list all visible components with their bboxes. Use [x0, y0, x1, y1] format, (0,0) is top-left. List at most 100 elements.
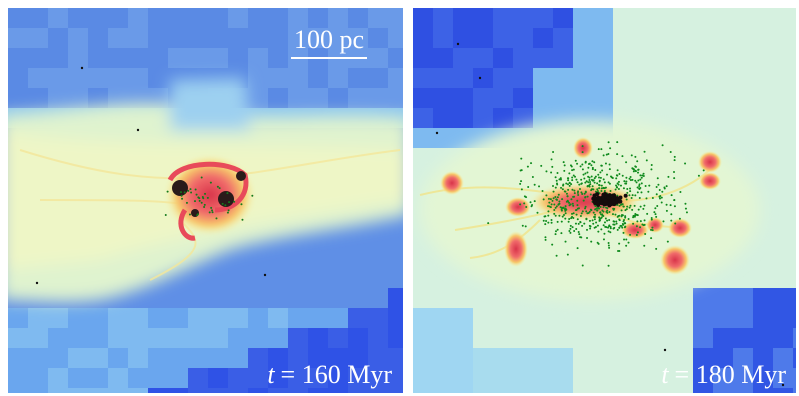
- pixel: [433, 348, 453, 368]
- pixel: [208, 308, 228, 328]
- particle: [684, 207, 687, 210]
- particle: [555, 254, 558, 257]
- particle: [606, 219, 609, 222]
- particle: [576, 204, 579, 207]
- particle: [547, 197, 550, 200]
- particle: [478, 76, 482, 80]
- particle: [590, 189, 593, 192]
- pixel: [88, 88, 108, 108]
- particle: [600, 187, 603, 190]
- particle: [568, 172, 571, 175]
- particle: [615, 220, 618, 223]
- particle: [523, 202, 526, 205]
- pixel: [148, 348, 168, 368]
- pixel: [513, 88, 533, 108]
- particle: [590, 164, 593, 167]
- particle: [580, 182, 583, 185]
- particle: [574, 222, 577, 225]
- particle: [659, 194, 662, 197]
- pixel: [88, 8, 108, 28]
- particle: [625, 180, 628, 183]
- particle: [35, 281, 39, 285]
- pixel: [8, 388, 28, 393]
- pixel: [48, 88, 68, 108]
- particle: [190, 191, 193, 194]
- particle: [625, 176, 628, 179]
- pixel: [388, 328, 403, 348]
- pixel: [773, 368, 793, 388]
- pixel: [348, 28, 368, 48]
- particle: [487, 222, 490, 225]
- particle: [781, 383, 785, 387]
- particle: [562, 183, 565, 186]
- particle: [567, 220, 570, 223]
- particle: [574, 159, 577, 162]
- pixel: [553, 388, 573, 393]
- pixel: [28, 8, 48, 28]
- pixel: [693, 348, 713, 368]
- pixel: [308, 308, 328, 328]
- particle: [590, 240, 593, 243]
- pixel: [733, 288, 753, 308]
- clumps: [440, 137, 722, 275]
- particle: [629, 176, 632, 179]
- pixel: [368, 28, 388, 48]
- pixel: [473, 348, 493, 368]
- pixel: [308, 388, 328, 393]
- particle: [639, 174, 642, 177]
- pixel: [388, 48, 403, 68]
- particle: [584, 205, 587, 208]
- particle: [573, 192, 576, 195]
- particle: [577, 207, 580, 210]
- particle: [206, 196, 209, 199]
- particle: [194, 188, 197, 191]
- pixel: [433, 368, 453, 388]
- particle: [608, 168, 611, 171]
- particle: [638, 187, 641, 190]
- particle: [600, 228, 603, 231]
- particle: [616, 169, 619, 172]
- particle: [435, 131, 439, 135]
- pixel: [88, 348, 108, 368]
- particle: [200, 201, 203, 204]
- particle: [603, 198, 608, 203]
- particle: [651, 229, 654, 232]
- pixel: [48, 48, 68, 68]
- particle: [594, 213, 597, 216]
- particle: [611, 193, 616, 198]
- particle: [656, 205, 659, 208]
- pixel: [68, 348, 88, 368]
- pixel: [128, 28, 148, 48]
- particle: [598, 219, 601, 222]
- particle: [590, 175, 593, 178]
- pixel: [248, 328, 268, 348]
- time-text: = 180 Myr: [675, 360, 787, 389]
- particle: [589, 225, 592, 228]
- particle: [604, 217, 607, 220]
- pixel: [108, 28, 128, 48]
- particle: [586, 195, 589, 198]
- pixel: [348, 348, 368, 368]
- particle: [636, 220, 639, 223]
- particle: [568, 218, 571, 221]
- particle: [556, 183, 559, 186]
- pixel: [513, 28, 533, 48]
- pixel: [413, 68, 433, 88]
- particle: [584, 207, 587, 210]
- particle: [621, 203, 624, 206]
- pixel: [88, 48, 108, 68]
- pixel: [388, 8, 403, 28]
- particle: [619, 184, 622, 187]
- particle: [581, 163, 584, 166]
- particle: [638, 196, 641, 199]
- particle: [555, 205, 558, 208]
- particle: [607, 226, 610, 229]
- particle: [584, 181, 587, 184]
- particle: [547, 210, 550, 213]
- particle: [640, 182, 643, 185]
- particle: [616, 215, 619, 218]
- particle: [631, 208, 634, 211]
- particle: [524, 225, 527, 228]
- particle: [593, 161, 596, 164]
- pixel: [268, 348, 288, 368]
